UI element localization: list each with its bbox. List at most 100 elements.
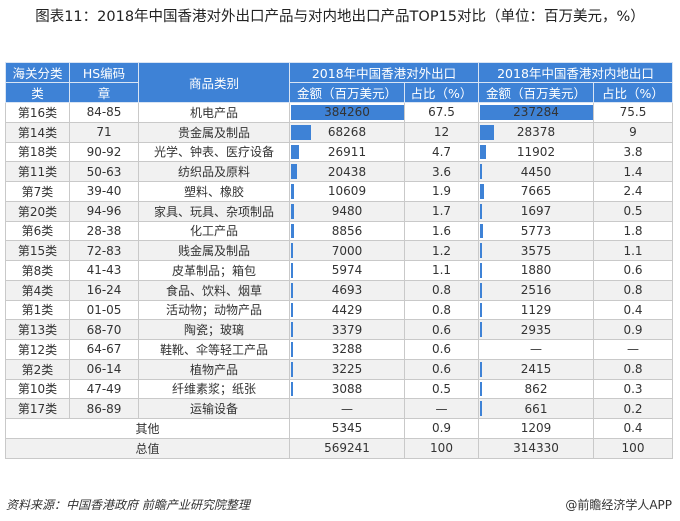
value-bar [291, 164, 297, 179]
cell-ext-share: — [404, 398, 479, 419]
value-bar [291, 263, 293, 278]
value-bar [480, 124, 494, 140]
value-bar [291, 223, 294, 239]
cell-ml-amount: 1129 [478, 299, 594, 321]
header-customs-class: 海关分类 [5, 62, 70, 83]
table-row: 第7类 39-40 塑料、橡胶 10609 1.9 7665 2.4 [5, 181, 673, 202]
figure-title: 图表11：2018年中国香港对外出口产品与对内地出口产品TOP15对比（单位：百… [35, 9, 645, 25]
cell-hs-code: 84-85 [69, 102, 139, 123]
export-comparison-table: 海关分类 HS编码 商品类别 2018年中国香港对外出口 2018年中国香港对内… [5, 62, 673, 459]
cell-ext-amount: 5345 [289, 418, 405, 439]
value-bar [291, 203, 294, 219]
cell-ext-amount: 5974 [289, 260, 405, 281]
header-class-unit: 类 [5, 82, 70, 103]
cell-ml-amount: 862 [478, 378, 594, 400]
cell-ml-share: 100 [593, 437, 673, 459]
table-row: 第6类 28-38 化工产品 8856 1.6 5773 1.8 [5, 220, 673, 242]
cell-ext-share: 1.1 [404, 260, 479, 281]
cell-ext-share: 3.6 [404, 161, 479, 182]
value-bar [480, 302, 482, 318]
cell-hs-code: 90-92 [69, 141, 139, 163]
cell-ext-amount: — [289, 398, 405, 419]
cell-ml-share: 75.5 [593, 102, 673, 123]
cell-ml-share: 0.8 [593, 358, 673, 380]
value-bar [480, 361, 482, 377]
cell-hs-code: 72-83 [69, 240, 139, 261]
table-row: 第15类 72-83 贱金属及制品 7000 1.2 3575 1.1 [5, 240, 673, 261]
table-row: 第8类 41-43 皮革制品；箱包 5974 1.1 1880 0.6 [5, 260, 673, 281]
cell-ml-share: 0.2 [593, 398, 673, 419]
cell-ext-amount: 3288 [289, 339, 405, 360]
cell-ml-amount: — [478, 339, 594, 360]
cell-ml-amount: 2935 [478, 319, 594, 340]
value-bar [480, 243, 482, 258]
cell-ext-amount: 68268 [289, 121, 405, 143]
cell-hs-code: 01-05 [69, 299, 139, 321]
cell-ml-share: 1.4 [593, 161, 673, 182]
value-bar [291, 381, 293, 397]
cell-ext-share: 1.6 [404, 220, 479, 242]
cell-ext-amount: 9480 [289, 200, 405, 222]
value-bar [291, 322, 293, 337]
cell-customs-class: 第18类 [5, 141, 70, 163]
table-row: 第2类 06-14 植物产品 3225 0.6 2415 0.8 [5, 358, 673, 380]
value-bar [291, 282, 293, 298]
cell-ml-share: — [593, 339, 673, 360]
cell-category: 运输设备 [138, 398, 290, 419]
cell-customs-class: 第20类 [5, 200, 70, 222]
cell-category: 光学、钟表、医疗设备 [138, 141, 290, 163]
value-bar [480, 322, 482, 337]
cell-ext-share: 0.6 [404, 339, 479, 360]
value-bar [480, 282, 482, 298]
header-ml-amount: 金额（百万美元） [478, 82, 594, 103]
table-row: 第13类 68-70 陶瓷；玻璃 3379 0.6 2935 0.9 [5, 319, 673, 340]
cell-ml-amount: 4450 [478, 161, 594, 182]
cell-category: 塑料、橡胶 [138, 181, 290, 202]
cell-ext-amount: 10609 [289, 181, 405, 202]
cell-category: 植物产品 [138, 358, 290, 380]
value-bar [291, 144, 299, 160]
cell-ml-share: 1.1 [593, 240, 673, 261]
brand-watermark: @前瞻经济学人APP [565, 498, 672, 512]
cell-ml-amount: 237284 [478, 102, 594, 123]
cell-category: 贱金属及制品 [138, 240, 290, 261]
cell-hs-code: 94-96 [69, 200, 139, 222]
cell-ml-share: 0.4 [593, 299, 673, 321]
cell-ext-share: 1.9 [404, 181, 479, 202]
cell-category: 贵金属及制品 [138, 121, 290, 143]
cell-ml-share: 1.8 [593, 220, 673, 242]
summary-row-other: 其他 5345 0.9 1209 0.4 [5, 418, 673, 439]
header-chapter-unit: 章 [69, 82, 139, 103]
cell-hs-code: 28-38 [69, 220, 139, 242]
cell-ext-share: 0.8 [404, 279, 479, 301]
table-row: 第1类 01-05 活动物；动物产品 4429 0.8 1129 0.4 [5, 299, 673, 321]
cell-hs-code: 86-89 [69, 398, 139, 419]
value-bar [291, 302, 293, 318]
cell-hs-code: 06-14 [69, 358, 139, 380]
value-bar [480, 105, 593, 120]
cell-ml-amount: 28378 [478, 121, 594, 143]
cell-hs-code: 68-70 [69, 319, 139, 340]
table-row: 第20类 94-96 家具、玩具、杂项制品 9480 1.7 1697 0.5 [5, 200, 673, 222]
cell-category: 活动物；动物产品 [138, 299, 290, 321]
cell-category: 机电产品 [138, 102, 290, 123]
cell-ml-amount: 5773 [478, 220, 594, 242]
cell-ext-share: 0.6 [404, 319, 479, 340]
cell-ml-amount: 1209 [478, 418, 594, 439]
header-hs-code: HS编码 [69, 62, 139, 83]
cell-ext-share: 1.2 [404, 240, 479, 261]
cell-ml-share: 0.6 [593, 260, 673, 281]
value-bar [480, 203, 482, 219]
cell-ext-share: 0.9 [404, 418, 479, 439]
table-row: 第4类 16-24 食品、饮料、烟草 4693 0.8 2516 0.8 [5, 279, 673, 301]
cell-ml-amount: 1697 [478, 200, 594, 222]
cell-ext-amount: 4429 [289, 299, 405, 321]
cell-ml-share: 2.4 [593, 181, 673, 202]
cell-customs-class: 第10类 [5, 378, 70, 400]
cell-ext-amount: 569241 [289, 437, 405, 459]
cell-ml-amount: 7665 [478, 181, 594, 202]
cell-category: 家具、玩具、杂项制品 [138, 200, 290, 222]
cell-customs-class: 第12类 [5, 339, 70, 360]
cell-ml-share: 0.9 [593, 319, 673, 340]
table-row: 第17类 86-89 运输设备 — —661 0.2 [5, 398, 673, 419]
